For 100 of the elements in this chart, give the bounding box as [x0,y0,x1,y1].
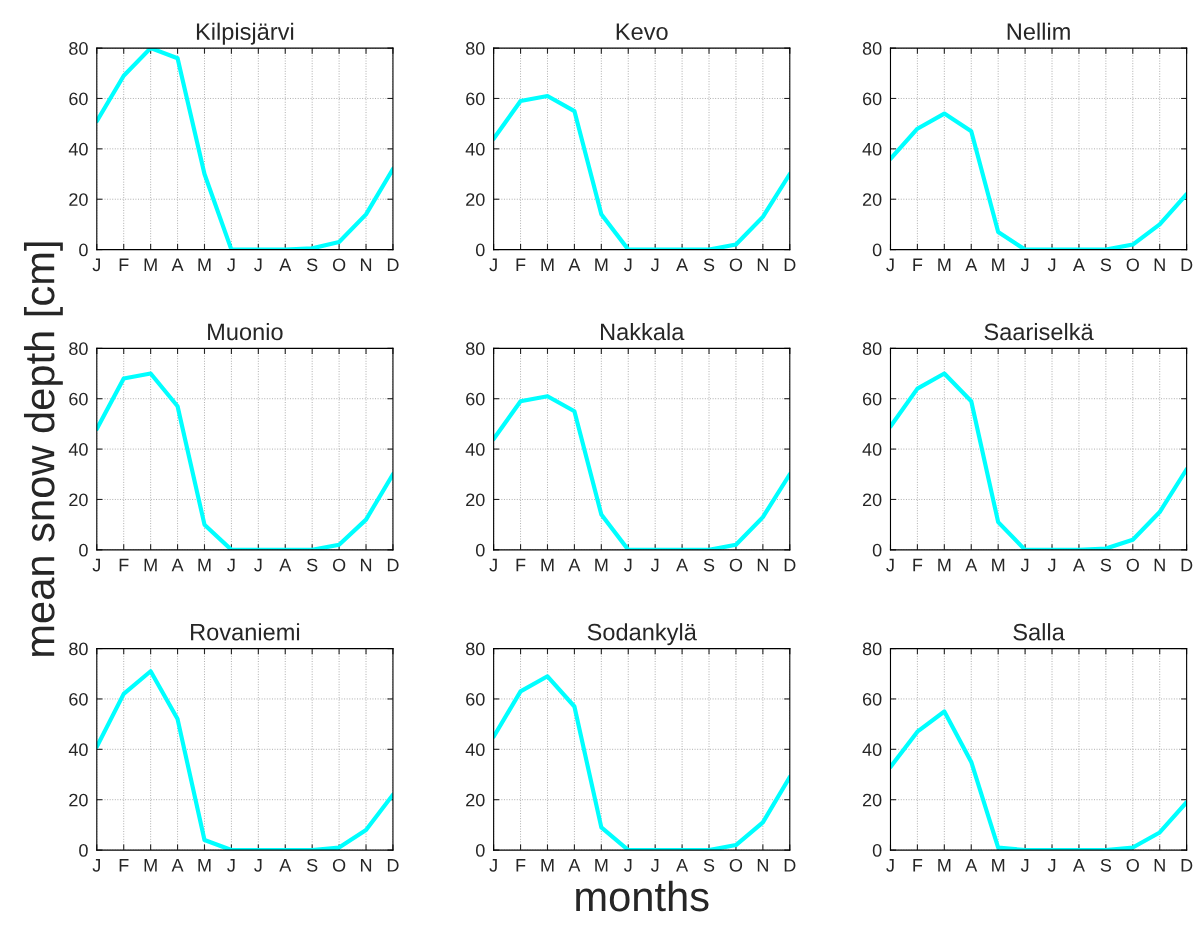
chart-title: Kilpisjärvi [196,22,294,45]
x-tick-label: J [650,258,659,272]
x-tick-label: A [279,859,292,872]
x-tick-label: A [279,558,292,572]
y-tick-label: 20 [69,793,88,807]
y-tick-label: 0 [872,844,882,857]
x-tick-label: S [1100,858,1112,872]
chart-title: Kevo [616,23,668,40]
x-tick-label: J [254,558,262,572]
x-tick-label: J [650,859,659,872]
x-tick-label: S [1100,558,1112,572]
x-tick-label: A [171,859,184,872]
x-tick-label: O [332,558,346,572]
x-tick-label: S [306,858,318,872]
x-tick-label: O [332,858,346,872]
y-tick-label: 80 [466,42,485,55]
x-tick-label: J [92,859,100,872]
x-tick-label: S [306,258,318,272]
y-tick-label: 0 [475,543,485,557]
x-tick-label: J [1020,859,1029,872]
x-tick-label: M [198,859,211,872]
x-tick-label: J [227,558,235,572]
x-tick-label: O [729,558,743,572]
x-tick-label: J [489,859,497,872]
y-tick-label: 60 [69,392,88,406]
y-tick-label: 0 [79,844,88,857]
chart-title: Nakkala [601,322,685,341]
y-tick-label: 0 [872,243,882,257]
x-tick-label: A [965,258,978,272]
y-tick-label: 20 [69,193,88,206]
y-tick-label: 60 [466,692,485,706]
x-tick-label: J [489,258,497,272]
y-tick-label: 60 [69,692,88,706]
y-tick-label: 20 [466,493,485,507]
x-tick-label: M [198,558,211,572]
chart-title: Salla [1013,623,1065,641]
x-tick-label: A [965,558,978,572]
x-tick-label: A [171,258,184,272]
x-tick-label: J [254,258,262,272]
y-tick-label: 0 [475,844,485,857]
x-tick-label: N [360,258,372,272]
x-tick-label: A [1072,558,1085,572]
x-tick-label: F [119,258,129,272]
y-tick-label: 60 [862,692,882,706]
y-tick-label: 0 [872,543,882,557]
x-tick-label: D [1181,558,1193,572]
x-tick-label: D [784,258,796,272]
y-tick-label: 40 [862,443,882,456]
x-tick-label: J [886,258,894,272]
y-tick-label: 40 [68,142,88,156]
x-tick-label: M [595,859,608,872]
y-tick-label: 20 [466,193,485,206]
y-tick-label: 80 [862,342,882,356]
x-tick-label: F [913,558,923,572]
x-tick-label: O [1126,858,1139,872]
y-tick-label: 60 [69,92,88,106]
x-tick-label: J [886,558,894,572]
x-tick-label: J [92,258,100,272]
x-tick-label: N [1154,558,1165,572]
x-tick-label: J [227,859,235,872]
x-tick-label: A [171,558,184,572]
x-tick-label: S [703,858,715,872]
x-tick-label: M [938,558,951,572]
x-tick-label: S [703,558,715,572]
chart-title: Rovaniemi [191,623,300,641]
y-tick-label: 20 [862,193,882,206]
x-tick-label: S [306,558,318,572]
x-tick-label: J [650,558,659,572]
y-tick-label: 80 [69,42,88,55]
x-tick-label: N [757,258,768,272]
y-tick-label: 40 [862,142,882,156]
x-tick-label: A [568,859,581,872]
y-tick-label: 20 [862,493,882,507]
x-tick-label: D [387,558,399,572]
y-axis-title: mean snow depth [cm] [23,242,63,656]
x-tick-label: J [92,558,100,572]
x-tick-label: A [568,258,581,272]
x-tick-label: O [729,858,743,872]
x-tick-label: F [913,859,923,872]
y-tick-label: 20 [69,493,88,507]
x-tick-label: M [541,258,554,272]
x-tick-label: D [387,859,399,872]
x-tick-label: D [1181,859,1193,872]
y-tick-label: 40 [465,142,485,156]
y-tick-label: 80 [466,642,485,656]
y-tick-label: 40 [68,443,88,456]
y-tick-label: 80 [69,642,88,656]
x-tick-label: S [703,258,715,272]
x-tick-label: F [119,859,129,872]
x-tick-label: J [1047,258,1056,272]
x-tick-label: F [516,859,526,872]
x-tick-label: J [1047,859,1056,872]
x-tick-label: F [516,558,526,572]
x-tick-label: D [784,859,796,872]
y-tick-label: 40 [862,743,882,757]
y-tick-label: 60 [862,92,882,106]
x-tick-label: M [938,258,951,272]
y-tick-label: 80 [862,642,882,656]
x-tick-label: A [676,859,689,872]
x-tick-label: D [387,258,399,272]
